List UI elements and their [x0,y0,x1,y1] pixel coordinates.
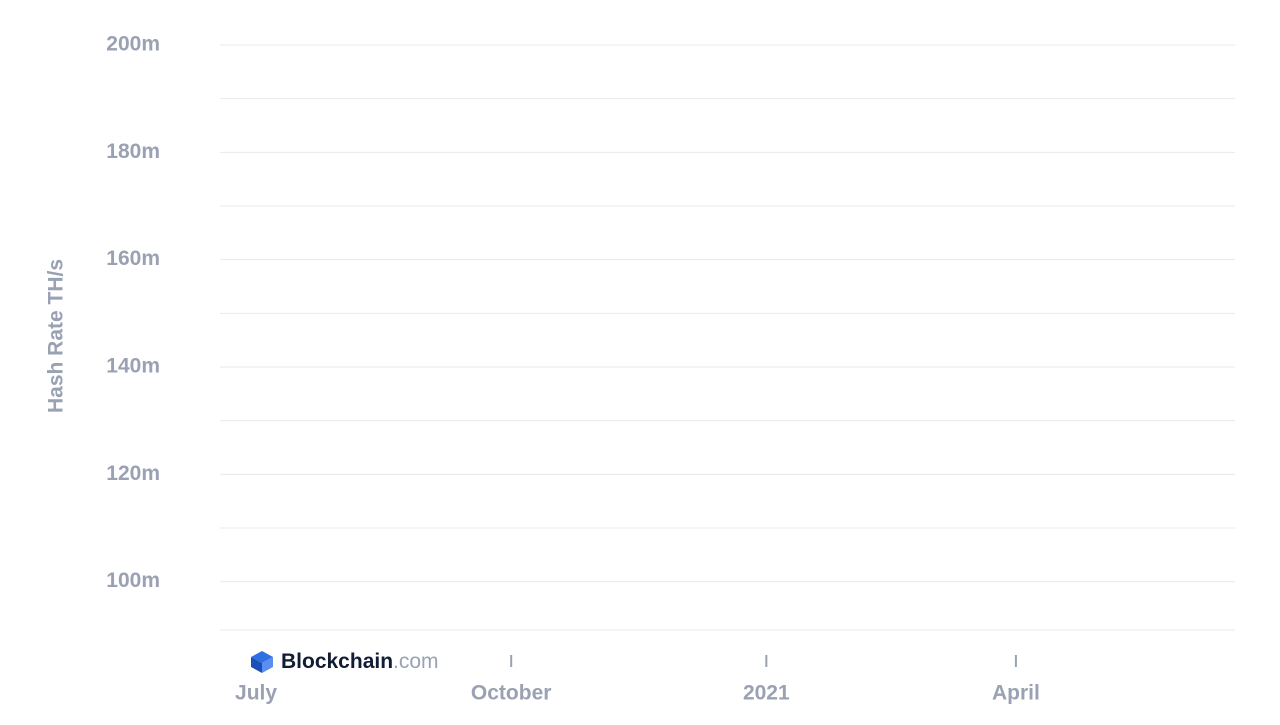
y-tick-label: 180m [106,140,160,163]
x-tick-label: October [471,682,552,705]
x-tick-label: July [235,682,277,705]
logo-suffix: .com [393,650,439,673]
x-tick-label: April [992,682,1040,705]
y-tick-label: 200m [106,33,160,56]
logo-brand: Blockchain [281,650,393,673]
y-tick-label: 160m [106,247,160,270]
logo: Blockchain.com [251,650,439,673]
y-tick-label: 120m [106,462,160,485]
x-tick-label: 2021 [743,682,790,705]
y-axis-title: Hash Rate TH/s [45,259,68,413]
logo-icon [262,657,273,673]
logo-icon [251,657,262,673]
logo-brand: Blockchain.com [281,650,439,673]
y-tick-label: 140m [106,355,160,378]
y-tick-label: 100m [106,569,160,592]
